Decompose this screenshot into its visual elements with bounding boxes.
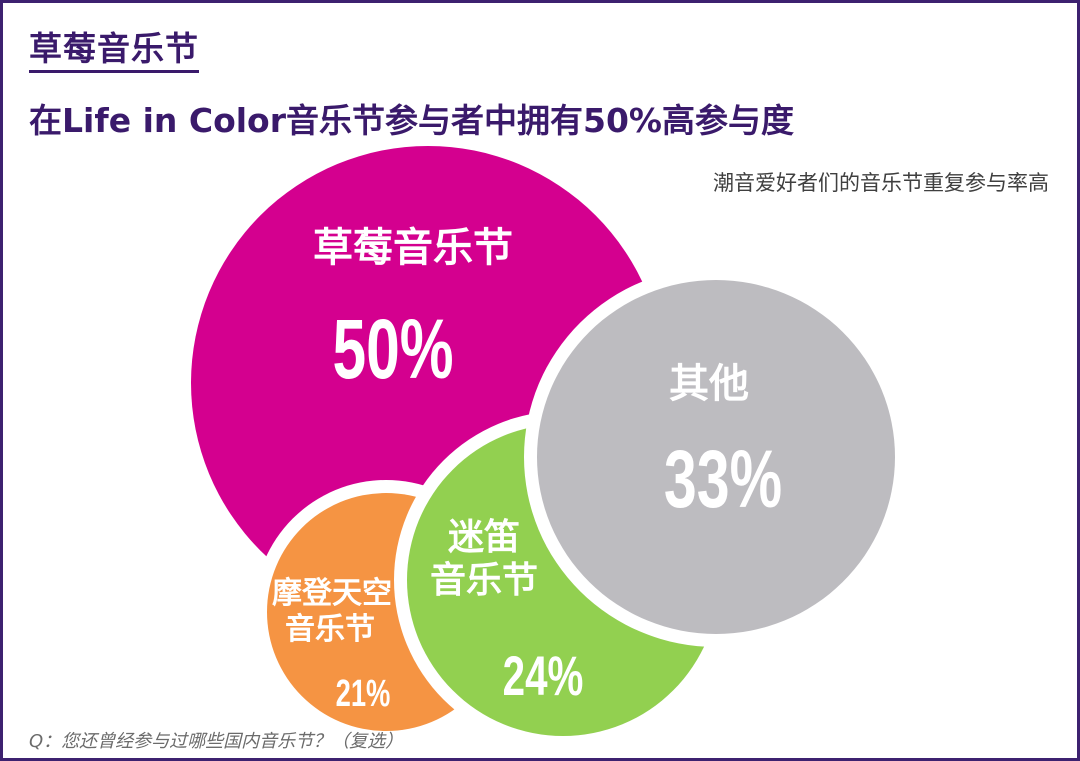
label-modern-sky-line1: 摩登天空 [272,576,392,611]
value-strawberry: 50% [332,302,454,396]
label-strawberry: 草莓音乐节 [313,225,513,271]
label-midi-line2: 音乐节 [429,560,538,601]
section-title: 草莓音乐节 [29,29,199,73]
value-modern-sky: 21% [335,673,391,715]
bubble-other [537,280,895,634]
value-midi: 24% [502,644,584,707]
label-modern-sky-line2: 音乐节 [285,612,375,647]
value-other: 33% [663,434,783,525]
label-other: 其他 [669,361,749,407]
survey-question-footnote: Q：您还曾经参与过哪些国内音乐节？（复选） [29,731,404,752]
headline: 在Life in Color音乐节参与者中拥有50%高参与度 [29,101,794,140]
label-midi-line1: 迷笛 [447,517,520,558]
subhead: 潮音爱好者们的音乐节重复参与率高 [713,171,1049,195]
